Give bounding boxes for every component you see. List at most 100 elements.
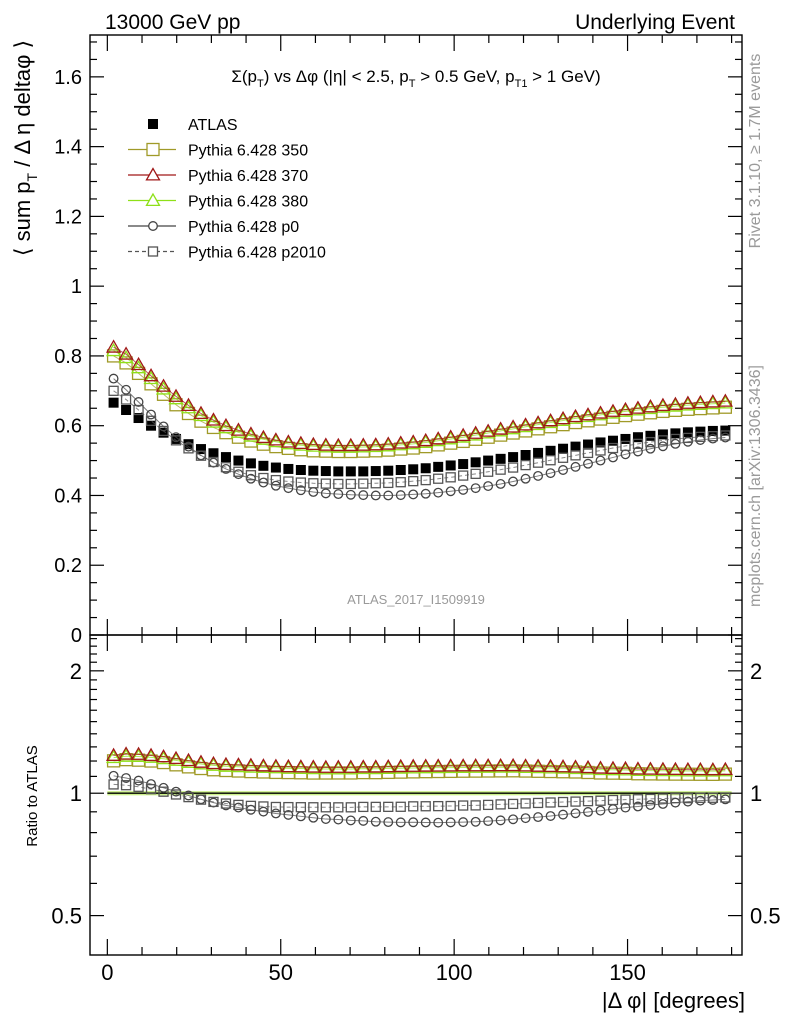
data-point <box>692 394 709 409</box>
data-point <box>345 478 356 490</box>
data-point <box>630 761 646 775</box>
data-point <box>133 397 144 407</box>
data-point <box>705 761 721 776</box>
legend-marker <box>147 246 159 257</box>
legend-item: Pythia 6.428 380 <box>128 192 308 211</box>
data-point <box>243 759 259 773</box>
data-point <box>320 478 331 489</box>
data-point <box>630 402 646 416</box>
series-atlas <box>108 397 731 477</box>
data-point <box>330 759 346 773</box>
data-point <box>558 809 568 820</box>
data-point <box>632 432 643 443</box>
data-point <box>393 760 409 774</box>
data-point <box>333 489 344 500</box>
data-point <box>418 434 434 448</box>
data-point <box>520 798 531 809</box>
legend-item: ATLAS <box>148 117 238 134</box>
data-point <box>592 760 609 774</box>
data-point <box>155 381 172 395</box>
data-point <box>105 749 122 764</box>
data-point <box>408 489 419 500</box>
data-point <box>542 760 559 774</box>
data-point <box>205 412 222 426</box>
data-point <box>358 466 369 477</box>
data-point <box>395 801 406 812</box>
data-point <box>657 441 668 452</box>
data-point <box>270 462 281 473</box>
data-point <box>383 817 394 828</box>
data-point <box>617 401 634 416</box>
data-point <box>682 792 694 804</box>
data-point <box>595 805 606 816</box>
data-point <box>632 794 644 805</box>
data-point <box>158 425 169 437</box>
data-point <box>168 391 184 405</box>
data-point <box>545 445 556 456</box>
data-point <box>633 446 643 457</box>
data-point <box>493 759 509 773</box>
data-point <box>143 747 159 761</box>
data-point <box>108 385 119 396</box>
data-point <box>383 801 394 812</box>
data-point <box>180 752 197 767</box>
data-point <box>470 457 481 468</box>
data-point <box>105 747 122 761</box>
ratio-y-axis-label: Ratio to ATLAS <box>24 745 41 846</box>
y-tick-label: 1.2 <box>54 206 82 228</box>
data-point <box>483 816 494 827</box>
data-point <box>545 811 556 821</box>
data-point <box>118 748 134 762</box>
data-point <box>607 442 619 454</box>
data-point <box>483 455 494 466</box>
data-point <box>583 439 594 450</box>
data-point <box>193 756 209 770</box>
data-point <box>617 760 634 775</box>
data-point <box>520 473 531 484</box>
data-point <box>345 466 356 477</box>
data-point <box>443 758 459 772</box>
data-point <box>383 465 394 476</box>
data-point <box>133 775 144 786</box>
data-point <box>470 468 481 479</box>
data-point <box>433 487 444 498</box>
ratio-x-ticks: 0 50 100 150 <box>101 635 733 985</box>
data-point <box>158 427 169 438</box>
data-point <box>420 474 431 486</box>
data-point <box>595 445 606 456</box>
data-point <box>705 395 721 410</box>
data-point <box>670 793 681 804</box>
data-point <box>180 397 197 411</box>
data-point <box>268 758 284 772</box>
data-point <box>495 464 506 475</box>
data-point <box>168 750 184 765</box>
data-point <box>458 484 469 495</box>
data-point <box>533 447 544 458</box>
data-point <box>195 794 207 805</box>
data-point <box>218 758 234 772</box>
y-tick-label: 0.2 <box>54 555 82 577</box>
data-point <box>133 413 144 424</box>
data-point <box>582 796 594 807</box>
data-point <box>517 417 534 431</box>
data-point <box>495 479 506 489</box>
legend-marker <box>148 119 158 129</box>
data-point <box>333 466 344 477</box>
data-point <box>370 478 381 489</box>
data-point <box>533 470 544 481</box>
data-point <box>420 463 431 474</box>
data-point <box>233 455 244 466</box>
data-point <box>720 792 731 803</box>
data-point <box>293 435 309 450</box>
data-point <box>418 758 434 772</box>
data-point <box>620 433 631 444</box>
data-point <box>483 481 494 491</box>
data-point <box>108 373 119 384</box>
data-point <box>171 433 182 444</box>
ratio-series-pythia-6-428-380 <box>105 748 733 777</box>
data-point <box>682 427 693 438</box>
data-point <box>155 748 172 763</box>
data-point <box>305 438 321 452</box>
data-point <box>445 486 456 497</box>
data-point <box>470 816 481 827</box>
